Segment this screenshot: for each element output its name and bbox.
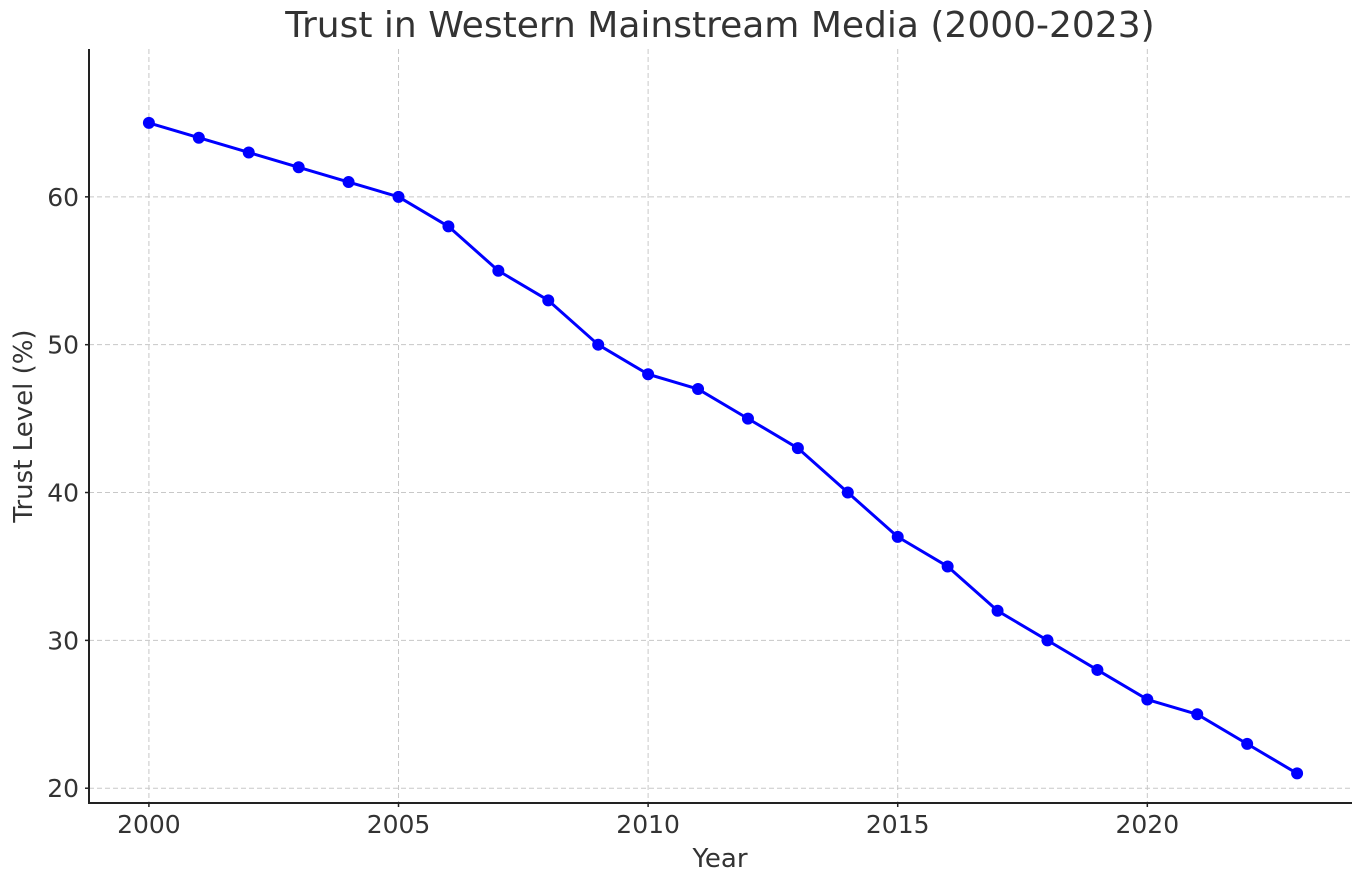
x-tick-label: 2005 xyxy=(367,810,431,839)
data-point xyxy=(492,264,505,277)
data-point xyxy=(642,368,655,381)
gridlines xyxy=(89,49,1352,803)
series xyxy=(142,116,1304,780)
data-point xyxy=(292,161,305,174)
data-point xyxy=(891,530,904,543)
x-axis-label: Year xyxy=(691,844,747,874)
data-point xyxy=(242,146,255,159)
data-point xyxy=(991,604,1004,617)
data-point xyxy=(592,338,605,351)
data-point xyxy=(392,190,405,203)
data-point xyxy=(542,294,555,307)
chart-title: Trust in Western Mainstream Media (2000-… xyxy=(284,5,1154,46)
data-point xyxy=(192,131,205,144)
data-point xyxy=(1041,634,1054,647)
data-point xyxy=(1191,708,1204,721)
y-tick-label: 20 xyxy=(47,774,79,803)
data-point xyxy=(1291,767,1304,780)
data-point xyxy=(941,560,954,573)
data-point xyxy=(1241,737,1254,750)
data-point xyxy=(741,412,754,425)
x-tick-label: 2010 xyxy=(616,810,680,839)
x-tick-label: 2000 xyxy=(117,810,181,839)
y-tick-label: 50 xyxy=(47,331,79,360)
data-point xyxy=(791,442,804,455)
data-point xyxy=(841,486,854,499)
y-tick-label: 60 xyxy=(47,183,79,212)
y-tick-label: 30 xyxy=(47,626,79,655)
x-tick-label: 2015 xyxy=(866,810,930,839)
series-line xyxy=(147,121,1299,775)
y-axis-label: Trust Level (%) xyxy=(9,329,39,523)
x-tick-label: 2020 xyxy=(1116,810,1180,839)
axes xyxy=(88,49,1352,804)
data-point xyxy=(1141,693,1154,706)
data-point xyxy=(442,220,455,233)
data-point xyxy=(692,383,705,396)
y-tick-label: 40 xyxy=(47,479,79,508)
data-point xyxy=(342,176,355,189)
data-point xyxy=(142,116,155,129)
data-point xyxy=(1091,663,1104,676)
